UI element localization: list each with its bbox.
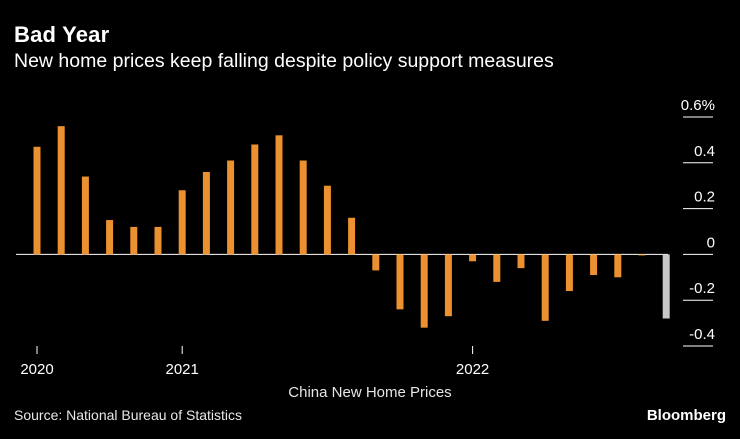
bar-2020-04: [106, 220, 114, 255]
chart-subtitle: New home prices keep falling despite pol…: [14, 50, 554, 72]
bar-2020-08: [202, 171, 210, 255]
bar-2020-01: [33, 146, 41, 255]
bar-2021-04: [396, 254, 404, 310]
source-note: Source: National Bureau of Statistics: [14, 407, 243, 423]
y-tick-label: -0.2: [689, 280, 715, 297]
chart-title: Bad Year: [14, 22, 110, 47]
bar-2020-11: [275, 135, 283, 255]
x-tick-label: 2021: [166, 361, 199, 378]
bar-2020-07: [178, 190, 186, 255]
bar-2022-01: [614, 254, 622, 278]
bar-2021-01: [323, 185, 331, 255]
x-tick-label: 2022: [456, 361, 489, 378]
bar-2021-11: [565, 254, 573, 292]
bar-2021-12: [590, 254, 598, 276]
bar-2020-10: [251, 144, 259, 255]
bar-2021-08: [493, 254, 501, 282]
bar-2021-09: [517, 254, 525, 269]
bar-2020-02: [57, 126, 65, 255]
bar-2022-02: [638, 254, 646, 256]
y-tick-label: 0.4: [694, 143, 715, 160]
bar-2021-02: [348, 217, 356, 255]
x-axis-label: China New Home Prices: [288, 384, 451, 401]
bar-2021-03: [372, 254, 380, 271]
y-tick-label: 0.2: [694, 189, 715, 206]
bar-2021-05: [420, 254, 428, 328]
bar-2022-03: [662, 254, 670, 319]
bar-2020-05: [130, 226, 138, 255]
bloomberg-logo: Bloomberg: [646, 407, 726, 424]
bar-2020-06: [154, 226, 162, 255]
y-tick-label: 0.6%: [681, 97, 715, 114]
bar-2020-09: [227, 160, 235, 255]
bar-2020-12: [299, 160, 307, 255]
bar-2021-06: [444, 254, 452, 317]
y-tick-label: 0: [707, 234, 715, 251]
bar-2021-07: [469, 254, 477, 262]
bar-2021-10: [541, 254, 549, 321]
x-tick-label: 2020: [20, 361, 53, 378]
bar-2020-03: [81, 176, 89, 255]
y-tick-label: -0.4: [689, 326, 715, 343]
